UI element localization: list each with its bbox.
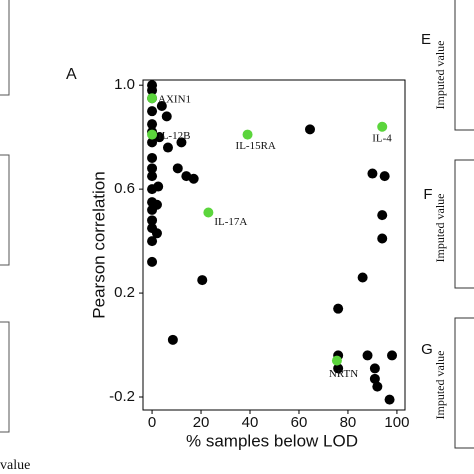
side-x-label: value: [0, 458, 30, 473]
data-point: [147, 163, 158, 174]
data-point: [367, 168, 378, 179]
point-label: NRTN: [329, 368, 358, 380]
panel-frame: [454, 159, 474, 289]
x-tick-label: 100: [384, 414, 409, 431]
data-point: [147, 137, 158, 148]
panel-label: F: [423, 186, 432, 203]
y-axis-label: Pearson correlation: [89, 171, 108, 318]
side-y-label: Imputed value: [433, 351, 447, 420]
data-point: [147, 256, 158, 267]
x-tick-label: 0: [148, 414, 156, 431]
data-point: [304, 124, 315, 135]
data-point: [331, 355, 342, 366]
data-point: [377, 121, 388, 132]
panel-frame: [0, 321, 10, 433]
data-point: [379, 171, 390, 182]
point-label: AXIN1: [158, 94, 191, 106]
panel-frame: [0, 0, 10, 96]
x-tick-label: 80: [340, 414, 357, 431]
right-panels: [454, 0, 474, 449]
panel-label: E: [421, 31, 431, 48]
data-point: [387, 350, 398, 361]
data-point: [333, 363, 344, 374]
plot-frame: [142, 79, 406, 411]
data-point: [384, 394, 395, 405]
point-label: IL-4: [372, 132, 392, 144]
left-panels: [0, 0, 10, 433]
data-point: [147, 129, 158, 140]
x-tick-label: 40: [242, 414, 259, 431]
point-label: IL-17A: [214, 216, 247, 228]
x-axis-label: % samples below LOD: [186, 431, 358, 450]
side-y-label: Imputed value: [433, 194, 447, 263]
data-point: [153, 181, 164, 192]
data-point: [172, 163, 183, 174]
data-point: [147, 152, 158, 163]
panel-label: A: [66, 66, 77, 83]
data-point: [156, 100, 167, 111]
data-point: [372, 381, 383, 392]
point-label: IL-15RA: [236, 140, 276, 152]
y-tick-label: -0.2: [109, 388, 135, 405]
data-point: [147, 93, 158, 104]
data-point: [176, 137, 187, 148]
panel-label: G: [421, 341, 433, 358]
data-point: [242, 129, 253, 140]
data-point: [369, 373, 380, 384]
y-tick-label: 0.6: [114, 180, 135, 197]
data-point: [333, 303, 344, 314]
x-tick-label: 60: [291, 414, 308, 431]
data-point: [147, 119, 158, 130]
data-point: [357, 272, 368, 283]
data-point: [147, 236, 158, 247]
data-point: [188, 173, 199, 184]
data-point: [147, 171, 158, 182]
y-tick-label: 0.2: [114, 284, 135, 301]
data-point: [377, 233, 388, 244]
data-point: [377, 210, 388, 221]
data-point: [147, 106, 158, 117]
data-point: [151, 199, 162, 210]
data-point: [147, 85, 158, 96]
data-point: [203, 207, 214, 218]
data-point: [151, 228, 162, 239]
y-tick-label: 1.0: [114, 76, 135, 93]
data-point: [147, 215, 158, 226]
data-point: [197, 275, 208, 286]
panel-frame: [454, 317, 474, 449]
x-tick-label: 20: [193, 414, 210, 431]
data-point: [167, 334, 178, 345]
point-label: IL-12B: [158, 130, 190, 142]
panel-frame: [454, 0, 474, 131]
side-y-label: Imputed value: [433, 41, 447, 110]
panel-frame: [0, 154, 10, 266]
data-point: [162, 142, 173, 153]
data-point: [369, 363, 380, 374]
data-point: [362, 350, 373, 361]
data-point: [161, 111, 172, 122]
